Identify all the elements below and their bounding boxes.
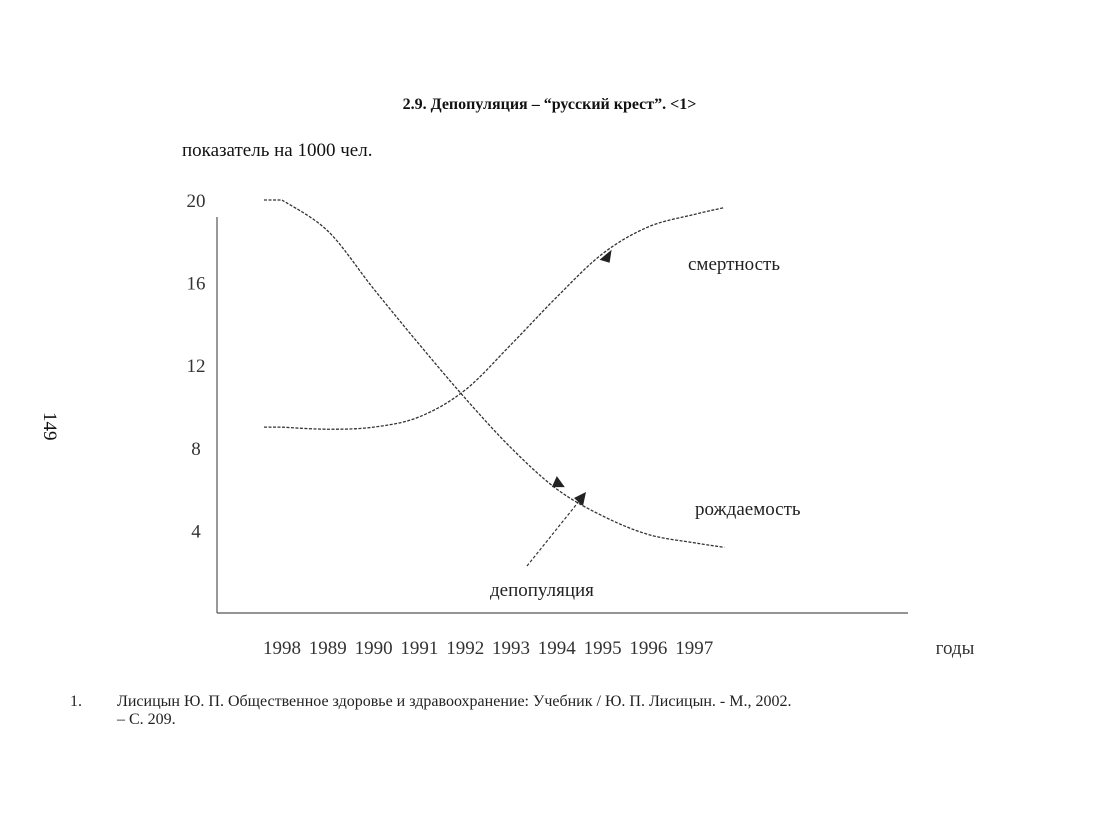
footnote-line-1: Лисицын Ю. П. Общественное здоровье и зд… bbox=[117, 693, 792, 710]
x-tick-label: 1991 bbox=[400, 638, 438, 659]
series-lines bbox=[264, 199, 725, 548]
chart-axes bbox=[216, 217, 908, 614]
footnote-line-2: – С. 209. bbox=[117, 711, 176, 728]
footnote-number: 1. bbox=[70, 693, 82, 710]
x-tick-label: 1995 bbox=[584, 638, 622, 659]
series-labels: смертность рождаемость bbox=[551, 249, 801, 520]
x-tick-labels: 1998 1989 1990 1991 1992 1993 1994 1995 1996 1997… bbox=[263, 638, 975, 659]
series-label-mortality: смертность bbox=[688, 254, 780, 275]
y-tick-label: 12 bbox=[187, 356, 206, 377]
series-line-mortality bbox=[264, 207, 725, 430]
series-label-birthrate: рождаемость bbox=[695, 499, 801, 520]
x-tick-label: 1989 bbox=[309, 638, 347, 659]
series-line-birthrate bbox=[264, 199, 725, 548]
annotation-arrowhead bbox=[574, 492, 586, 506]
x-tick-label: 1998 bbox=[263, 638, 301, 659]
y-tick-labels: 20 16 12 8 4 bbox=[187, 191, 206, 542]
unit-label: показатель на 1000 чел. bbox=[182, 140, 373, 161]
y-tick-label: 20 bbox=[187, 191, 206, 212]
x-tick-label: 1996 bbox=[629, 638, 667, 659]
x-tick-label: 1994 bbox=[538, 638, 577, 659]
annotation-depopulation: депопуляция bbox=[490, 580, 594, 601]
x-tick-label: 1992 bbox=[446, 638, 484, 659]
x-axis-name: годы bbox=[936, 638, 975, 659]
birthrate-arrowhead bbox=[551, 476, 565, 488]
chart-title: 2.9. Депопуляция – “русский крест”. <1> bbox=[402, 96, 697, 113]
annotation-group: депопуляция bbox=[490, 492, 594, 601]
mortality-arrowhead bbox=[599, 249, 612, 263]
y-tick-label: 16 bbox=[187, 274, 206, 295]
x-tick-label: 1993 bbox=[492, 638, 530, 659]
y-tick-label: 8 bbox=[191, 439, 201, 460]
annotation-arrow-line bbox=[526, 499, 581, 567]
y-tick-label: 4 bbox=[191, 521, 201, 542]
x-tick-label: 1997 bbox=[675, 638, 713, 659]
x-tick-label: 1990 bbox=[355, 638, 393, 659]
